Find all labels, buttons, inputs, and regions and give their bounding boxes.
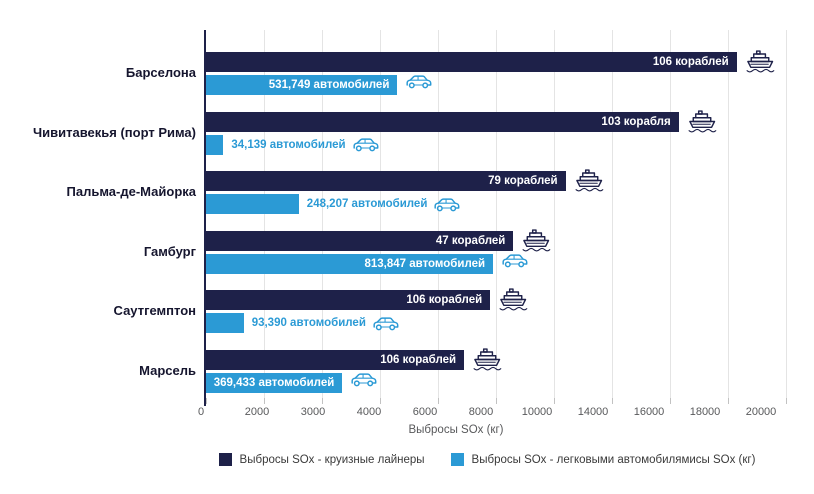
x-axis-tick [786, 398, 787, 404]
bar-outside-label-group: 248,207 автомобилей [307, 194, 461, 214]
bar-value-label: 47 кораблей [435, 234, 506, 247]
x-axis-tick-label: 10000 [521, 406, 553, 418]
category-label: Марсель [139, 362, 196, 378]
cruise-ship-icon [521, 228, 551, 252]
chart-legend: Выбросы SOx - круизные лайнеры Выбросы SO… [80, 453, 814, 466]
x-axis-tick-label: 16000 [633, 406, 665, 418]
car-icon [405, 73, 432, 90]
bar-value-label: 106 кораблей [406, 294, 483, 306]
gridline [670, 30, 671, 398]
bar-value-label: 248,207 автомобилей [306, 198, 428, 210]
legend-swatch [218, 453, 232, 466]
x-axis-tick [728, 398, 729, 404]
x-axis-tick [554, 398, 555, 404]
car-icon [350, 371, 377, 388]
x-axis-tick [438, 398, 439, 404]
bar-value-label: 106 кораблей [380, 353, 457, 366]
ships-bar: 79 кораблей [206, 171, 566, 191]
category-label: Саутгемптон [113, 303, 196, 318]
cars-bar [206, 313, 244, 333]
category-label: Пальма-де-Майорка [66, 184, 196, 199]
car-icon [352, 136, 379, 153]
ships-bar: 106 кораблей [206, 52, 737, 72]
x-axis-tick [612, 398, 613, 404]
x-axis-tick-label: 3000 [300, 406, 326, 418]
bar-value-label: 813,847 автомобилей [364, 257, 486, 270]
legend-item: Выбросы SOx - легковыми автомобилямисы S… [450, 453, 756, 466]
cars-bar [206, 194, 299, 214]
x-axis-tick-label: 20000 [745, 406, 777, 418]
y-axis-line [204, 30, 206, 406]
gridline [438, 30, 439, 398]
bar-value-label: 369,433 автомобилей [213, 376, 335, 389]
cruise-ship-icon [498, 288, 528, 311]
category-label: Барселона [125, 65, 196, 80]
cruise-ship-icon [745, 50, 775, 73]
ships-bar: 106 кораблей [206, 349, 465, 370]
ships-bar: 47 кораблей [206, 230, 514, 251]
bar-value-label: 93,390 автомобилей [251, 317, 366, 329]
x-axis-tick [380, 398, 381, 404]
category-label: Гамбург [143, 243, 196, 259]
cruise-ship-icon [574, 169, 604, 192]
ships-bar: 106 кораблей [206, 290, 491, 310]
x-axis-tick-label: 4000 [356, 406, 382, 418]
x-axis-tick [264, 398, 265, 404]
legend-label: Выбросы SOx - круизные лайнеры [239, 453, 425, 466]
ships-bar: 103 корабля [206, 111, 679, 132]
x-axis-tick-label: 6000 [412, 406, 438, 418]
legend-label: Выбросы SOx - легковыми автомобилямисы S… [471, 453, 756, 466]
gridline [264, 30, 265, 398]
car-icon [501, 252, 528, 269]
cars-bar: 369,433 автомобилей [206, 372, 343, 393]
x-axis-tick [206, 398, 207, 404]
gridline [380, 30, 381, 398]
plot-area: 106 кораблей 531,749 автомобилей 103 кораб… [206, 30, 787, 404]
cars-bar [206, 134, 224, 155]
category-label: Чивитавекья (порт Рима) [33, 124, 196, 140]
gridline [612, 30, 613, 398]
gridline [496, 30, 497, 398]
car-icon [433, 196, 460, 213]
gridline [786, 30, 787, 398]
x-axis-tick [670, 398, 671, 404]
cruise-ship-icon [472, 347, 502, 371]
x-axis-tick-label: 0 [197, 406, 205, 418]
x-axis-tick [496, 398, 497, 404]
x-axis-tick-label: 8000 [468, 406, 494, 418]
gridline [728, 30, 729, 398]
bar-value-label: 531,749 автомобилей [268, 79, 390, 91]
bar-value-label: 34,139 автомобилей [231, 138, 346, 151]
x-axis-tick [322, 398, 323, 404]
bar-value-label: 79 кораблей [488, 175, 558, 187]
legend-swatch [450, 453, 464, 466]
x-axis-title: Выбросы SOx (кг) [408, 424, 504, 436]
x-axis-tick-label: 18000 [689, 406, 721, 418]
bar-outside-label-group: 93,390 автомобилей [252, 313, 399, 333]
gridline [322, 30, 323, 398]
legend-item: Выбросы SOx - круизные лайнеры [218, 453, 425, 466]
gridline [554, 30, 555, 398]
x-axis-tick-label: 14000 [577, 406, 609, 418]
bar-value-label: 106 кораблей [652, 56, 729, 68]
x-axis-tick-label: 2000 [244, 406, 270, 418]
cruise-ship-icon [687, 109, 717, 133]
cars-bar: 531,749 автомобилей [206, 75, 398, 95]
bar-outside-label-group: 34,139 автомобилей [231, 135, 379, 155]
car-icon [372, 315, 399, 332]
bar-value-label: 103 корабля [601, 115, 671, 128]
cars-bar: 813,847 автомобилей [206, 253, 494, 274]
